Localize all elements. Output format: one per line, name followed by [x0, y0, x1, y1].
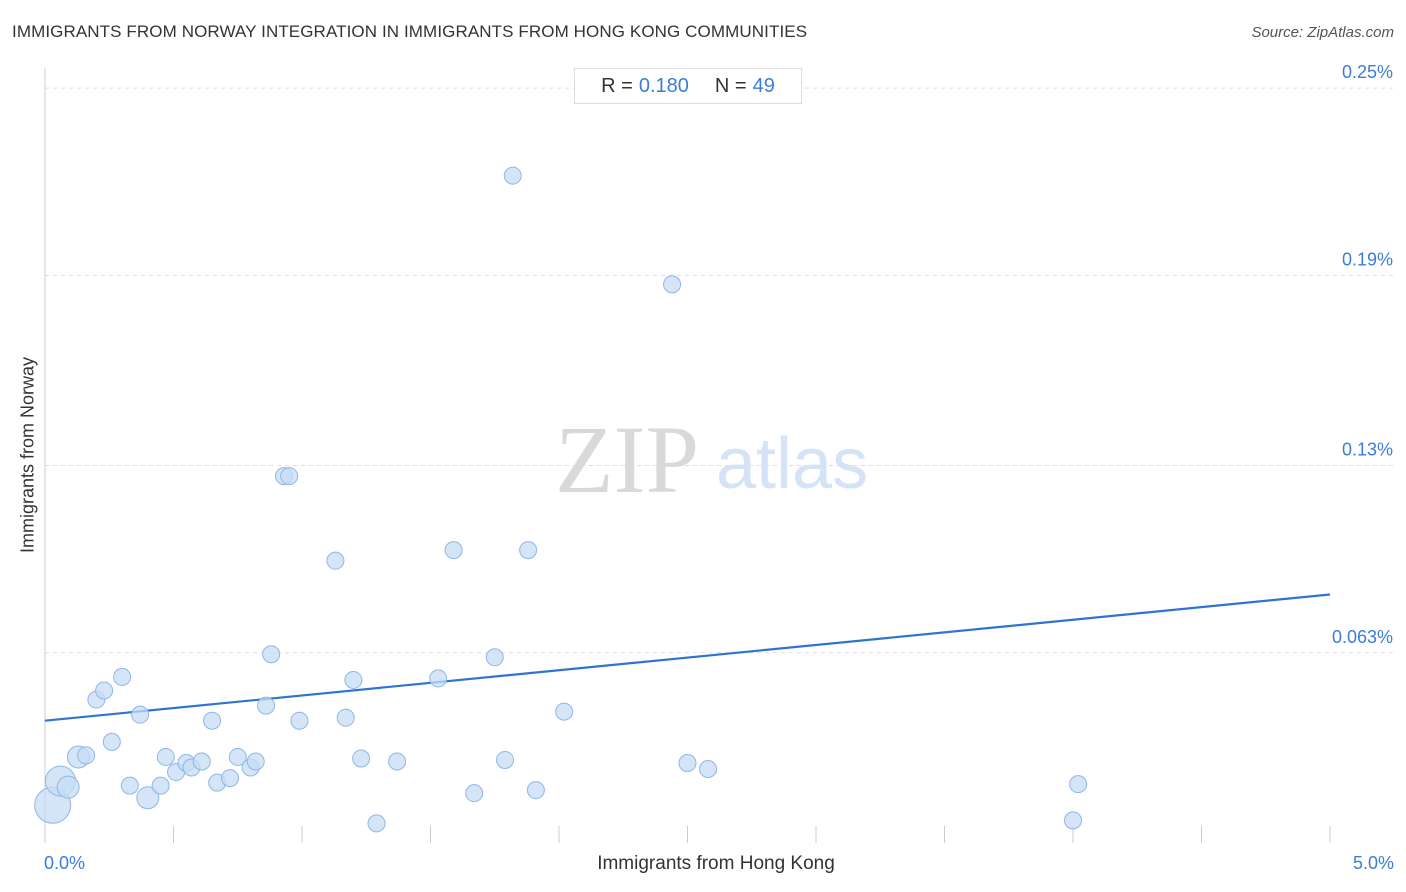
trend-line — [44, 593, 1331, 722]
data-point — [503, 166, 522, 185]
data-point — [95, 681, 114, 700]
data-point — [526, 781, 545, 800]
chart-title: IMMIGRANTS FROM NORWAY INTEGRATION IN IM… — [12, 22, 808, 41]
data-point — [326, 551, 345, 570]
data-point — [352, 749, 371, 768]
data-point — [221, 769, 240, 788]
y-tick-labels: 0.063% 0.13% 0.19% 0.25% — [1332, 62, 1393, 647]
data-point — [465, 784, 484, 803]
x-tick-label-min: 0.0% — [44, 853, 86, 873]
data-point — [120, 776, 139, 795]
y-axis-label: Immigrants from Norway — [17, 356, 38, 554]
data-point — [429, 669, 448, 688]
data-point — [156, 747, 175, 766]
data-point — [228, 747, 247, 766]
grid-layer — [45, 87, 1395, 654]
data-point — [56, 775, 80, 799]
data-point — [699, 760, 718, 779]
x-axis-label: Immigrants from Hong Kong — [597, 853, 835, 874]
data-point — [290, 711, 309, 730]
point-layer — [34, 166, 1088, 833]
data-point — [280, 467, 299, 486]
data-point — [444, 541, 463, 560]
data-point — [388, 752, 407, 771]
r-value: 0.180 — [638, 74, 689, 97]
data-point — [519, 541, 538, 560]
watermark-zip: ZIP — [555, 406, 699, 513]
correlation-stats: R = 0.180 N = 49 — [574, 68, 802, 104]
y-tick-label: 0.25% — [1342, 62, 1393, 82]
data-point — [151, 776, 170, 795]
data-point — [136, 786, 160, 810]
data-point — [496, 750, 515, 769]
axis-layer — [44, 68, 1331, 843]
x-tick-label-max: 5.0% — [1352, 853, 1394, 873]
source-credit: Source: ZipAtlas.com — [1251, 24, 1394, 41]
data-point — [77, 746, 96, 765]
data-point — [246, 752, 265, 771]
data-point — [1069, 775, 1088, 794]
n-value: 49 — [752, 74, 775, 97]
data-point — [336, 708, 355, 727]
data-point — [367, 814, 386, 833]
n-label: N = — [714, 74, 747, 97]
data-point — [678, 753, 697, 772]
data-point — [113, 667, 132, 686]
data-point — [485, 648, 504, 667]
y-tick-label: 0.19% — [1342, 249, 1393, 269]
data-point — [131, 705, 150, 724]
r-label: R = — [601, 74, 633, 97]
data-point — [203, 711, 222, 730]
watermark-atlas: atlas — [716, 424, 868, 504]
data-point — [257, 696, 276, 715]
data-point — [344, 670, 363, 689]
data-point — [262, 645, 281, 664]
data-point — [192, 752, 211, 771]
y-tick-label: 0.13% — [1342, 440, 1393, 460]
data-point — [663, 275, 682, 294]
trend-layer — [44, 593, 1331, 722]
y-tick-label: 0.063% — [1332, 627, 1393, 647]
data-point — [555, 702, 574, 721]
data-point — [1064, 811, 1082, 830]
data-point — [102, 732, 121, 751]
